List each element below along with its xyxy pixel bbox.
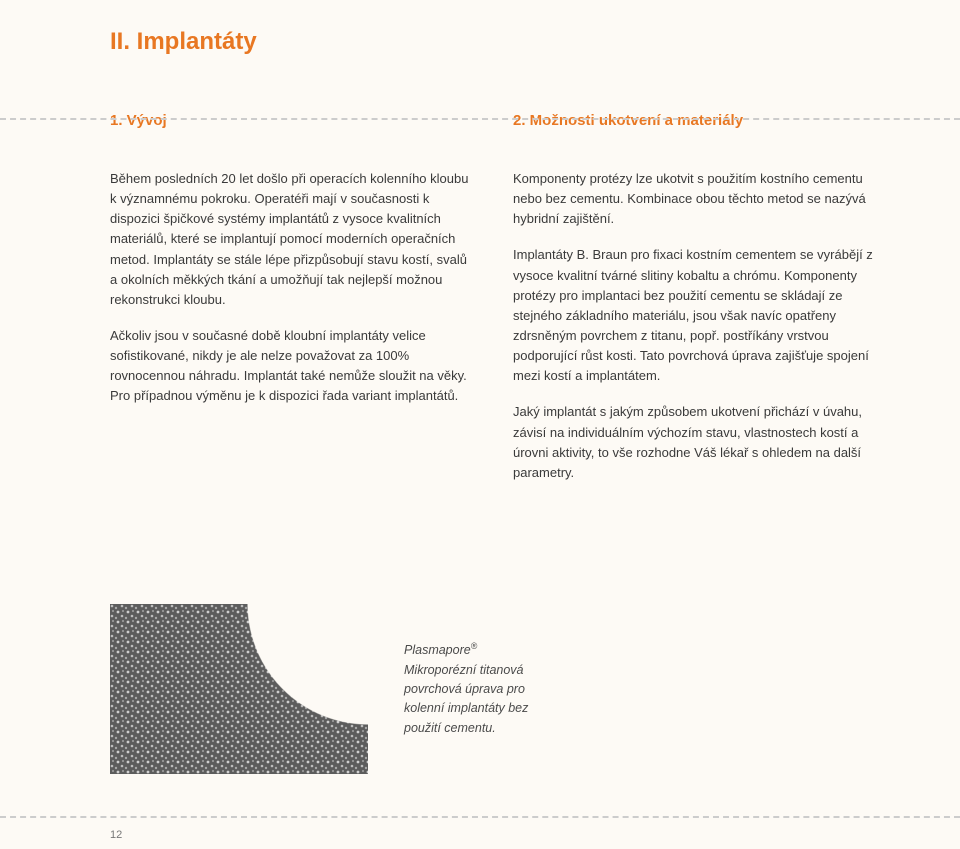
divider-bottom	[0, 816, 960, 818]
figure-caption: Plasmapore® Mikroporézní titanová povrch…	[404, 640, 564, 738]
right-heading: 2. Možnosti ukotvení a materiály	[513, 112, 874, 129]
right-paragraph-3: Jaký implantát s jakým způsobem ukotvení…	[513, 402, 874, 483]
page-title: II. Implantáty	[0, 0, 960, 56]
right-paragraph-2: Implantáty B. Braun pro fixaci kostním c…	[513, 245, 874, 386]
right-column: 2. Možnosti ukotvení a materiály Kompone…	[513, 112, 874, 499]
caption-title: Plasmapore	[404, 643, 471, 657]
left-paragraph-2: Ačkoliv jsou v současné době kloubní imp…	[110, 326, 471, 407]
right-paragraph-1: Komponenty protézy lze ukotvit s použití…	[513, 169, 874, 229]
caption-body: Mikroporézní titanová povrchová úprava p…	[404, 663, 528, 735]
registered-mark-icon: ®	[471, 641, 477, 651]
figure-area: Plasmapore® Mikroporézní titanová povrch…	[110, 604, 564, 774]
left-paragraph-1: Během posledních 20 let došlo při operac…	[110, 169, 471, 310]
content-columns: 1. Vývoj Během posledních 20 let došlo p…	[0, 56, 960, 499]
plasmapore-image	[110, 604, 368, 774]
page-number: 12	[110, 829, 122, 841]
left-heading: 1. Vývoj	[110, 112, 471, 129]
left-column: 1. Vývoj Během posledních 20 let došlo p…	[110, 112, 471, 499]
divider-top	[0, 118, 960, 120]
